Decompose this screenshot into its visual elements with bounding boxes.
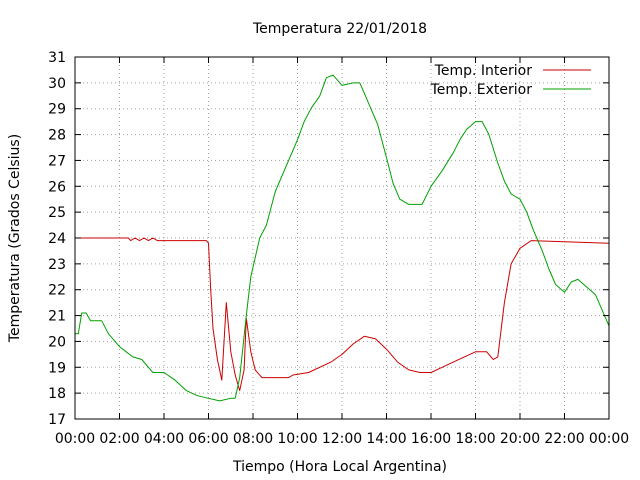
chart-title: Temperatura 22/01/2018 xyxy=(252,21,427,37)
series-line-exterior xyxy=(75,74,610,402)
y-tick-label: 26 xyxy=(48,179,66,195)
y-tick-label: 19 xyxy=(48,360,66,376)
y-tick-label: 22 xyxy=(48,283,66,299)
series-line-interior xyxy=(75,237,610,392)
legend-label: Temp. Exterior xyxy=(430,82,533,98)
series-layer xyxy=(75,74,610,402)
x-tick-label: 14:00 xyxy=(366,431,406,447)
y-tick-label: 31 xyxy=(48,50,66,66)
x-tick-label: 02:00 xyxy=(99,431,139,447)
y-tick-label: 28 xyxy=(48,128,66,144)
y-tick-label: 27 xyxy=(48,153,66,169)
x-tick-label: 20:00 xyxy=(500,431,540,447)
y-tick-label: 23 xyxy=(48,257,66,273)
x-axis-label: Tiempo (Hora Local Argentina) xyxy=(232,459,447,475)
x-tick-label: 22:00 xyxy=(544,431,584,447)
y-tick-label: 29 xyxy=(48,102,66,118)
x-tick-label: 08:00 xyxy=(233,431,273,447)
legend: Temp. Interior Temp. Exterior xyxy=(430,63,591,98)
y-tick-label: 21 xyxy=(48,309,66,325)
x-tick-label: 00:00 xyxy=(589,431,629,447)
x-tick-label: 12:00 xyxy=(322,431,362,447)
x-tick-label: 00:00 xyxy=(55,431,95,447)
y-tick-label: 17 xyxy=(48,412,66,428)
y-tick-label: 25 xyxy=(48,205,66,221)
x-tick-label: 06:00 xyxy=(188,431,228,447)
y-tick-label: 30 xyxy=(48,76,66,92)
y-axis-label: Temperatura (Grados Celsius) xyxy=(7,134,23,343)
grid-layer xyxy=(75,57,609,419)
x-tick-label: 16:00 xyxy=(411,431,451,447)
x-tick-label: 04:00 xyxy=(144,431,184,447)
legend-label: Temp. Interior xyxy=(434,63,533,79)
y-tick-label: 24 xyxy=(48,231,66,247)
x-tick-label: 18:00 xyxy=(455,431,495,447)
x-tick-label: 10:00 xyxy=(277,431,317,447)
y-tick-label: 18 xyxy=(48,386,66,402)
y-tick-label: 20 xyxy=(48,334,66,350)
